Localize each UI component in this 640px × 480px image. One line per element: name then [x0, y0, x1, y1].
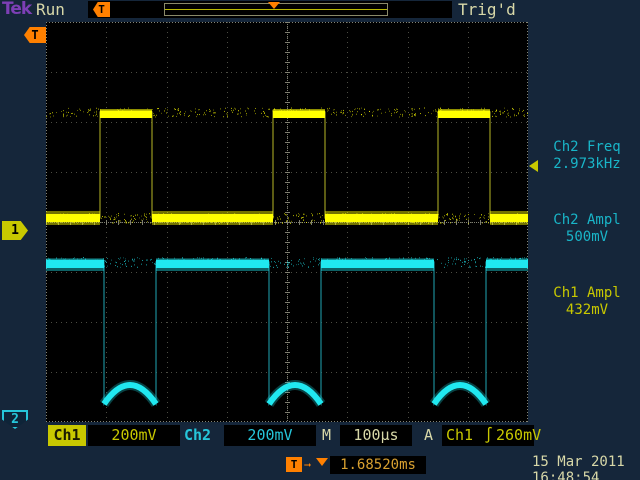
arrow-right-icon: ➞: [304, 458, 312, 472]
graticule-grid: [46, 22, 528, 422]
ch1-vertical-scale[interactable]: 200mV: [88, 425, 180, 446]
trigger-position-marker-icon[interactable]: [268, 2, 280, 9]
record-strip-background-right: [418, 1, 452, 18]
tek-logo: Tek: [2, 0, 32, 19]
ch2-selector-button[interactable]: Ch2: [184, 426, 212, 444]
measurement-ch2-freq[interactable]: Ch2 Freq 2.973kHz: [534, 139, 640, 173]
waveform-traces: [46, 107, 528, 407]
ch1-ground-marker-icon[interactable]: 1: [2, 221, 28, 240]
measurement-value: 500mV: [565, 229, 609, 245]
top-status-bar: T Tek Run Trig'd: [0, 0, 640, 20]
record-length-line: [165, 9, 387, 10]
trigger-slope-icon: ∫: [484, 426, 494, 444]
bottom-settings-bar: Ch1 200mV Ch2 200mV M 100µs A Ch1 ∫ 260m…: [0, 423, 640, 448]
trigger-badge-icon[interactable]: T: [93, 2, 110, 17]
measurement-value: 2.973kHz: [553, 156, 621, 172]
trigger-source-label: Ch1: [446, 426, 474, 444]
timebase-tag: M: [322, 426, 332, 444]
horizontal-position-value[interactable]: 1.68520ms: [330, 456, 426, 474]
footer-bar: T ➞ 1.68520ms 15 Mar 2011 16:48:54: [0, 452, 640, 480]
ch1-selector-button[interactable]: Ch1: [48, 425, 86, 446]
trigger-state-label: Trig'd: [458, 0, 516, 19]
ch2-ground-marker-icon[interactable]: 2: [2, 410, 28, 429]
time-label: 16:48:54: [532, 470, 600, 480]
measurement-label: Ch2 Ampl: [553, 212, 621, 228]
date-label: 15 Mar 2011: [532, 454, 625, 470]
measurement-panel: Ch2 Freq 2.973kHz Ch2 Ampl 500mV Ch1 Amp…: [534, 22, 640, 422]
timebase-value[interactable]: 100µs: [340, 425, 412, 446]
trigger-tag: A: [424, 426, 434, 444]
trigger-level-arrow-icon[interactable]: [529, 160, 538, 172]
trigger-level-value: 260mV: [496, 426, 542, 444]
measurement-label: Ch2 Freq: [553, 139, 621, 155]
waveform-plot-area[interactable]: [46, 22, 528, 422]
horizontal-position-badge-icon[interactable]: T: [286, 457, 302, 472]
trigger-position-badge-icon[interactable]: T: [24, 27, 46, 43]
measurement-label: Ch1 Ampl: [553, 285, 621, 301]
measurement-value: 432mV: [565, 302, 609, 318]
trigger-settings-chip[interactable]: Ch1 ∫ 260mV: [442, 425, 541, 446]
run-state-label: Run: [36, 0, 65, 19]
measurement-ch2-ampl[interactable]: Ch2 Ampl 500mV: [534, 212, 640, 246]
ch2-vertical-scale[interactable]: 200mV: [224, 425, 316, 446]
arrow-down-icon: [316, 458, 328, 466]
measurement-ch1-ampl[interactable]: Ch1 Ampl 432mV: [534, 285, 640, 319]
